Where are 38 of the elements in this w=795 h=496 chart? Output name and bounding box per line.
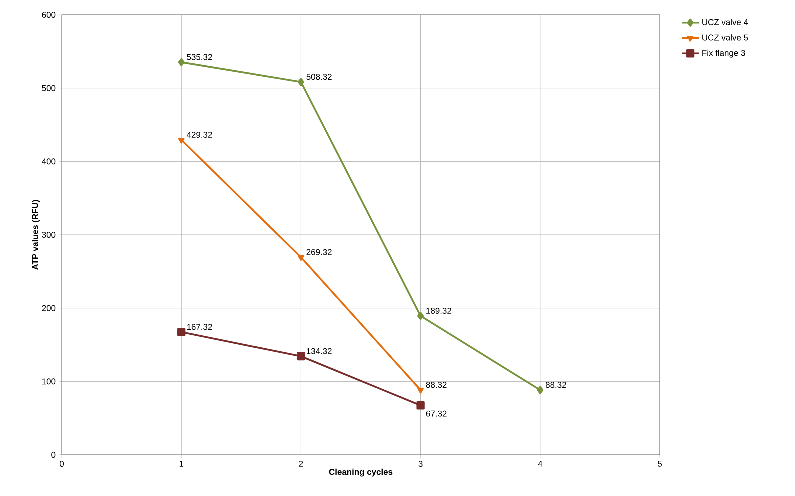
y-tick-label: 100 bbox=[42, 378, 56, 385]
y-tick-label: 300 bbox=[42, 232, 56, 238]
data-label: 508.32 bbox=[306, 74, 332, 80]
x-tick-label: 3 bbox=[418, 461, 423, 467]
point bbox=[178, 138, 185, 144]
point bbox=[416, 402, 425, 410]
data-label: 189.32 bbox=[426, 308, 452, 314]
data-label: 88.32 bbox=[546, 382, 566, 388]
point bbox=[418, 312, 424, 320]
point bbox=[297, 352, 306, 361]
x-tick-label: 0 bbox=[60, 461, 64, 467]
data-label: 429.32 bbox=[186, 132, 212, 138]
point bbox=[178, 328, 186, 336]
y-tick-label: 400 bbox=[42, 158, 56, 165]
legend-label: UCZ valve 4 bbox=[702, 19, 748, 26]
x-tick-label: 1 bbox=[180, 461, 184, 467]
data-label: 535.32 bbox=[187, 54, 212, 60]
point bbox=[298, 255, 304, 261]
legend-label: Fix flange 3 bbox=[702, 50, 746, 58]
data-label: 134.32 bbox=[307, 348, 332, 354]
point bbox=[537, 386, 544, 394]
data-label: 88.32 bbox=[426, 382, 447, 388]
x-tick-label: 5 bbox=[658, 461, 662, 467]
point bbox=[298, 78, 304, 86]
data-label: 67.32 bbox=[426, 410, 447, 417]
data-label: 269.32 bbox=[306, 249, 332, 256]
y-tick-label: 0 bbox=[52, 452, 56, 458]
data-label: 167.32 bbox=[187, 324, 212, 330]
y-tick-label: 200 bbox=[42, 305, 56, 312]
legend-label: UCZ valve 5 bbox=[702, 34, 748, 41]
x-tick-label: 4 bbox=[538, 461, 543, 467]
x-tick-label: 2 bbox=[299, 461, 304, 467]
y-axis-title: ATP values (RFU) bbox=[32, 200, 40, 270]
y-tick-label: 500 bbox=[42, 85, 56, 92]
x-axis-title: Cleaning cycles bbox=[329, 468, 393, 477]
y-tick-label: 600 bbox=[42, 12, 56, 18]
point bbox=[178, 58, 185, 67]
point bbox=[418, 388, 424, 394]
